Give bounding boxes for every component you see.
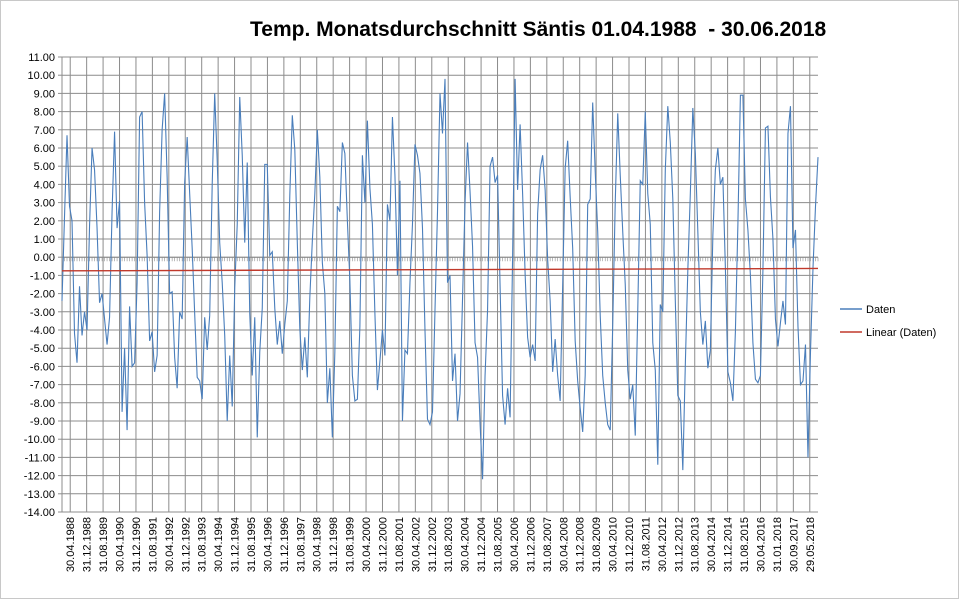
y-tick-label: 8.00 (34, 107, 55, 119)
x-tick-label: 31.12.2012 (673, 517, 685, 572)
x-tick-label: 30.04.2008 (558, 517, 570, 572)
x-tick-label: 31.12.2004 (476, 517, 488, 572)
x-tick-label: 31.08.1993 (197, 517, 209, 572)
x-tick-label: 30.04.1988 (65, 517, 77, 572)
y-tick-label: -6.00 (30, 361, 55, 373)
x-tick-label: 30.09.2017 (788, 517, 800, 572)
x-tick-label: 30.04.2004 (460, 517, 472, 572)
y-tick-label: -12.00 (24, 471, 55, 483)
legend: Daten Linear (Daten) (840, 304, 936, 339)
x-tick-label: 31.08.2001 (394, 517, 406, 572)
y-tick-label: -10.00 (24, 434, 55, 446)
series-layer (61, 78, 819, 480)
x-tick-label: 31.12.2014 (723, 517, 735, 572)
y-tick-label: 6.00 (34, 143, 55, 155)
x-tick-label: 30.04.1996 (262, 517, 274, 572)
x-tick-label: 31.12.1996 (279, 517, 291, 572)
x-tick-label: 30.04.2006 (509, 517, 521, 572)
x-tick-label: 31.12.1988 (82, 517, 94, 572)
chart-title: Temp. Monatsdurchschnitt Säntis 01.04.19… (250, 18, 827, 41)
x-tick-label: 31.08.1999 (345, 517, 357, 572)
x-tick-label: 31.01.2018 (772, 517, 784, 572)
x-tick-label: 31.12.2006 (525, 517, 537, 572)
series-line-linear-daten (61, 267, 819, 272)
y-tick-label: -8.00 (30, 398, 55, 410)
y-tick-label: 2.00 (34, 216, 55, 228)
gridlines (58, 56, 819, 513)
x-tick-label: 30.04.2014 (706, 517, 718, 572)
x-tick-label: 30.04.1992 (164, 517, 176, 572)
x-tick-label: 31.12.1998 (328, 517, 340, 572)
x-tick-label: 31.08.2011 (640, 517, 652, 571)
x-tick-label: 31.12.2002 (427, 517, 439, 572)
y-tick-label: 5.00 (34, 161, 55, 173)
x-tick-label: 30.04.1990 (115, 517, 127, 572)
x-tick-label: 31.12.1990 (131, 517, 143, 572)
y-tick-label: -13.00 (24, 489, 55, 501)
x-tick-label: 31.08.2013 (690, 517, 702, 572)
x-tick-label: 30.04.2012 (657, 517, 669, 572)
legend-label: Linear (Daten) (866, 327, 936, 339)
y-tick-label: 4.00 (34, 179, 55, 191)
x-tick-label: 29.05.2018 (805, 517, 817, 572)
x-tick-label: 31.12.2008 (575, 517, 587, 572)
x-tick-label: 31.08.2015 (739, 517, 751, 572)
y-tick-label: 9.00 (34, 88, 55, 100)
series-line-daten (61, 78, 819, 480)
y-tick-label: 3.00 (34, 198, 55, 210)
x-tick-label: 30.04.2000 (361, 517, 373, 572)
x-tick-label: 31.08.2003 (443, 517, 455, 572)
x-tick-label: 31.08.1997 (295, 517, 307, 572)
x-tick-label: 31.08.2009 (591, 517, 603, 572)
y-tick-label: -3.00 (30, 307, 55, 319)
x-tick-label: 31.12.1992 (180, 517, 192, 572)
x-tick-label: 30.04.1998 (312, 517, 324, 572)
x-tick-label: 31.08.1991 (147, 517, 159, 572)
y-tick-label: -4.00 (30, 325, 55, 337)
y-tick-label: 0.00 (34, 252, 55, 264)
x-tick-label: 30.04.2010 (608, 517, 620, 572)
x-tick-label: 31.08.1995 (246, 517, 258, 572)
x-tick-label: 31.12.1994 (230, 517, 242, 572)
y-tick-label: 11.00 (28, 52, 55, 64)
y-axis-ticks: 11.00 10.00 9.00 8.00 7.00 6.00 5.00 4.00 3.00 2.… (24, 52, 55, 519)
x-tick-label: 31.08.1989 (98, 517, 110, 572)
y-tick-label: -1.00 (30, 270, 55, 282)
y-tick-label: 10.00 (27, 70, 55, 82)
legend-label: Daten (866, 304, 895, 316)
x-axis-ticks: 30.04.1988 31.12.1988 31.08.1989 30.04.1990… (65, 517, 817, 572)
y-tick-label: -14.00 (24, 507, 55, 519)
y-tick-label: -11.00 (25, 452, 55, 464)
x-tick-label: 31.08.2005 (493, 517, 505, 572)
y-tick-label: -7.00 (30, 380, 55, 392)
x-tick-label: 31.12.2010 (624, 517, 636, 572)
x-tick-label: 30.04.1994 (213, 517, 225, 572)
x-tick-label: 30.04.2002 (410, 517, 422, 572)
x-tick-label: 30.04.2016 (755, 517, 767, 572)
y-tick-label: -2.00 (30, 289, 55, 301)
y-tick-label: -5.00 (30, 343, 55, 355)
y-tick-label: -9.00 (30, 416, 55, 428)
y-tick-label: 1.00 (34, 234, 55, 246)
x-tick-label: 31.12.2000 (377, 517, 389, 572)
y-tick-label: 7.00 (34, 125, 55, 137)
x-tick-label: 31.08.2007 (542, 517, 554, 572)
